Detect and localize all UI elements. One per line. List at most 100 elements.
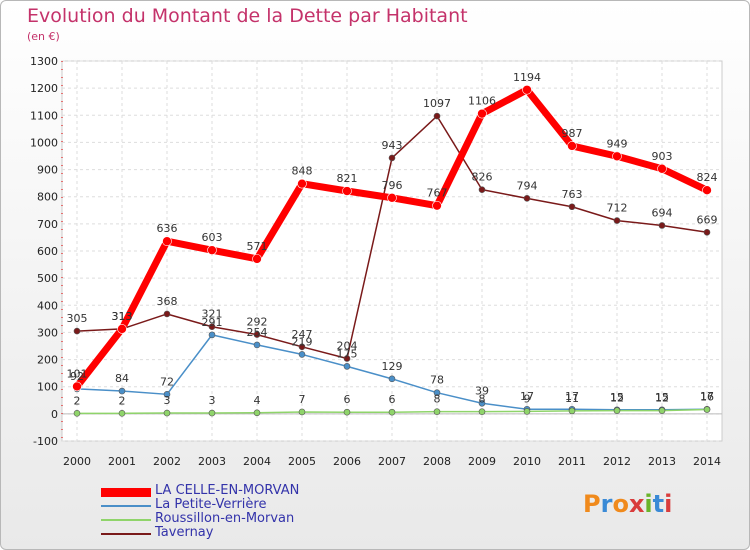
data-point (342, 186, 352, 196)
data-point (568, 203, 576, 211)
y-tick-label: 100 (37, 381, 58, 394)
data-point (298, 351, 306, 358)
y-tick-label: 200 (37, 354, 58, 367)
data-label: 821 (337, 172, 358, 185)
data-label: 987 (562, 127, 583, 140)
data-label: 3 (209, 394, 216, 407)
data-label: 1106 (468, 95, 496, 108)
data-label: 11 (565, 392, 579, 405)
data-point (388, 375, 396, 383)
data-label: 17 (520, 390, 534, 403)
y-tick-label: 1200 (30, 82, 58, 95)
data-label: 4 (254, 394, 261, 407)
x-tick-label: 2008 (423, 455, 451, 468)
data-label: 17 (700, 390, 714, 403)
data-labels-group: 305 3133683212922472049431097826794763712… (67, 71, 718, 408)
x-tick-label: 2002 (153, 455, 181, 468)
logo-letter: x (628, 490, 645, 518)
y-tick-label: 300 (37, 326, 58, 339)
x-tick-label: 2003 (198, 455, 226, 468)
data-point (252, 254, 262, 264)
x-tick-label: 2013 (648, 455, 676, 468)
data-label: 313 (112, 310, 133, 323)
data-label: 175 (337, 347, 358, 360)
data-label: 92 (70, 370, 84, 383)
y-tick-label: 0 (51, 408, 58, 421)
legend-label-roussillon: Roussillon-en-Morvan (155, 511, 295, 526)
x-tick-label: 2014 (693, 455, 721, 468)
data-label: 6 (389, 393, 396, 406)
data-label: 15 (655, 391, 669, 404)
data-point (433, 408, 441, 415)
y-tick-label: -100 (33, 435, 58, 448)
data-point (433, 389, 441, 396)
x-tick-label: 2000 (63, 455, 91, 468)
data-label: 78 (430, 374, 444, 387)
data-label: 603 (202, 231, 223, 244)
data-point (522, 84, 532, 95)
data-point (658, 222, 666, 229)
legend-label-tavernay: Tavernay (155, 525, 214, 540)
data-point (703, 228, 711, 236)
data-point (703, 406, 711, 413)
y-tick-label: 900 (37, 164, 58, 177)
data-point (702, 185, 712, 195)
y-tick-label: 400 (37, 299, 58, 312)
data-label: 368 (157, 295, 178, 308)
data-point (118, 387, 126, 395)
logo-letter: i (664, 490, 673, 518)
data-point (208, 323, 216, 331)
data-label: 824 (697, 171, 718, 184)
data-label: 694 (652, 206, 673, 219)
data-label: 6 (344, 393, 351, 406)
data-label: 903 (652, 150, 673, 163)
data-point (478, 399, 486, 407)
data-point (208, 331, 216, 339)
legend-label-petite-verriere: La Petite-Verrière (155, 497, 267, 512)
data-point (72, 381, 82, 392)
data-point (162, 236, 172, 247)
legend-label-celle: LA CELLE-EN-MORVAN (155, 483, 300, 498)
data-point (298, 408, 306, 416)
data-label: 254 (247, 326, 268, 339)
data-label: 943 (382, 139, 403, 152)
data-point (73, 410, 81, 417)
data-label: 8 (434, 393, 441, 406)
data-label: 204 (337, 339, 358, 352)
y-tick-label: 1300 (30, 55, 58, 68)
data-point (343, 355, 351, 362)
data-label: 247 (292, 328, 313, 341)
data-point (567, 141, 577, 151)
data-point (568, 407, 576, 415)
logo-letter: P (583, 490, 601, 518)
y-tick-label: 1100 (30, 109, 58, 122)
x-tick-label: 2005 (288, 455, 316, 468)
data-label: 8 (479, 393, 486, 406)
y-tick-label: 1000 (30, 136, 58, 149)
x-tick-label: 2007 (378, 455, 406, 468)
data-label: 291 (202, 316, 223, 329)
data-label: 669 (697, 213, 718, 226)
data-point (117, 324, 127, 334)
data-label: 712 (607, 202, 628, 215)
data-label: 1194 (513, 71, 541, 84)
y-tick-label: 500 (37, 272, 58, 285)
data-label: 305 (67, 312, 88, 325)
legend-swatch-roussillon (101, 519, 151, 521)
logo-letter: t (652, 490, 665, 518)
data-label: 72 (160, 375, 174, 388)
data-label: 101 (67, 367, 88, 380)
data-label: 16 (700, 391, 714, 404)
data-point (208, 409, 216, 417)
data-point (297, 178, 307, 189)
data-label: 636 (157, 222, 178, 235)
data-point (657, 163, 667, 174)
logo-letter: o (612, 490, 629, 518)
data-point (523, 195, 531, 202)
data-label: 129 (382, 360, 403, 373)
y-tick-label: 700 (37, 218, 58, 231)
data-label: 571 (247, 240, 268, 253)
proxiti-logo: Proxiti (583, 490, 672, 518)
